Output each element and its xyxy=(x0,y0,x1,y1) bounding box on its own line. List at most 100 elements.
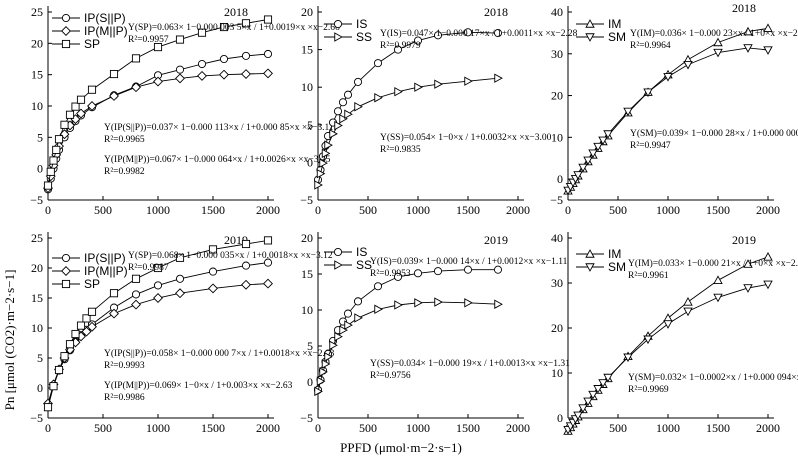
y-tick-label: 0 xyxy=(307,155,313,169)
x-tick-label: 500 xyxy=(94,203,112,217)
fit-equation: R²=0.9961 xyxy=(628,271,669,281)
legend-marker xyxy=(585,33,595,42)
fit-equation: R²=0.9964 xyxy=(630,41,671,51)
y-tick-label: 0 xyxy=(307,375,313,389)
data-point xyxy=(493,265,503,274)
data-point xyxy=(324,140,333,150)
data-point xyxy=(338,98,348,107)
legend-label: SM xyxy=(608,260,626,274)
data-point xyxy=(494,73,503,83)
data-point xyxy=(598,379,608,388)
data-point xyxy=(414,82,423,92)
data-point xyxy=(131,274,141,283)
fit-equation: Y(SP)=0.063× 1−0.000 003 5×x / 1+0.0019×… xyxy=(128,22,340,33)
data-point xyxy=(464,298,473,308)
data-point xyxy=(208,283,218,294)
series-line-IM xyxy=(567,27,769,192)
fit-equation: Y(IS)=0.047× 1−0.000 17×x / 1+0.0011×x ×… xyxy=(380,28,578,39)
data-point xyxy=(175,253,185,262)
data-point xyxy=(394,86,403,97)
data-point xyxy=(713,293,723,303)
y-tick-label: 40 xyxy=(551,231,563,245)
fit-equation: Y(IP(S||P))=0.058× 1−0.000 000 7×x / 1+0… xyxy=(104,348,335,359)
y-tick-label: 10 xyxy=(31,99,43,113)
data-point xyxy=(197,59,207,69)
data-point xyxy=(329,340,338,351)
data-point xyxy=(65,340,75,349)
data-point xyxy=(175,35,185,44)
y-tick-label: 10 xyxy=(31,321,43,335)
data-point xyxy=(623,107,633,117)
data-point xyxy=(683,297,693,306)
data-point xyxy=(208,245,218,254)
data-point xyxy=(464,76,473,86)
y-axis-label: Pn [μmol (CO2)·m−2·s−1] xyxy=(2,270,17,411)
y-tick-label: 30 xyxy=(551,276,563,290)
data-point xyxy=(414,298,423,308)
x-tick-label: 0 xyxy=(315,203,321,217)
fit-equation: R²=0.9953 xyxy=(370,269,411,279)
x-tick-label: 1500 xyxy=(201,203,225,217)
x-tick-label: 500 xyxy=(94,421,112,435)
data-point xyxy=(153,43,163,52)
data-point xyxy=(263,236,273,245)
data-point xyxy=(573,411,583,421)
x-tick-label: 1500 xyxy=(456,203,480,217)
y-tick-label: 40 xyxy=(551,5,563,19)
x-tick-label: 500 xyxy=(609,203,627,217)
data-point xyxy=(263,49,273,59)
data-point xyxy=(263,258,273,267)
data-point xyxy=(153,293,163,303)
data-point xyxy=(433,31,443,40)
data-point xyxy=(219,22,229,32)
data-point xyxy=(343,309,353,318)
data-point xyxy=(109,69,119,79)
data-point xyxy=(713,48,723,58)
data-point xyxy=(683,60,693,70)
data-point xyxy=(314,386,323,397)
data-point xyxy=(43,181,53,190)
y-tick-label: −5 xyxy=(300,193,313,207)
data-point xyxy=(339,325,348,335)
legend-marker xyxy=(334,32,343,42)
data-point xyxy=(54,365,64,375)
y-tick-label: 10 xyxy=(301,80,313,94)
x-tick-label: 1500 xyxy=(706,421,730,435)
data-point xyxy=(374,304,383,315)
data-point xyxy=(683,307,693,317)
y-tick-label: 5 xyxy=(37,130,43,144)
data-point xyxy=(598,136,608,146)
data-point xyxy=(87,307,97,316)
fit-equation: Y(IS)=0.039× 1−0.000 14×x / 1+0.0012×x ×… xyxy=(370,256,568,267)
y-tick-label: 25 xyxy=(31,231,43,245)
fit-equation: R²=0.9987 xyxy=(128,263,169,273)
data-point xyxy=(329,129,338,139)
legend-marker xyxy=(61,13,71,23)
data-point xyxy=(713,275,723,284)
y-tick-label: 15 xyxy=(301,43,313,57)
data-point xyxy=(43,403,53,412)
data-point xyxy=(60,120,69,129)
legend-marker xyxy=(333,19,343,29)
legend-label: SS xyxy=(356,258,372,272)
data-point xyxy=(434,297,443,307)
data-point xyxy=(578,404,588,413)
x-tick-label: 2000 xyxy=(756,421,780,435)
y-tick-label: 0 xyxy=(37,162,43,176)
data-point xyxy=(353,77,363,86)
data-point xyxy=(743,284,753,293)
data-point xyxy=(663,73,673,82)
legend-label: IS xyxy=(356,245,367,259)
data-point xyxy=(353,297,363,306)
data-point xyxy=(54,135,64,144)
x-tick-label: 500 xyxy=(609,421,627,435)
y-tick-label: 5 xyxy=(37,351,43,365)
data-point xyxy=(153,76,163,87)
x-tick-label: 2000 xyxy=(506,203,530,217)
series-line-SM xyxy=(567,47,769,191)
x-tick-label: 1000 xyxy=(146,421,170,435)
